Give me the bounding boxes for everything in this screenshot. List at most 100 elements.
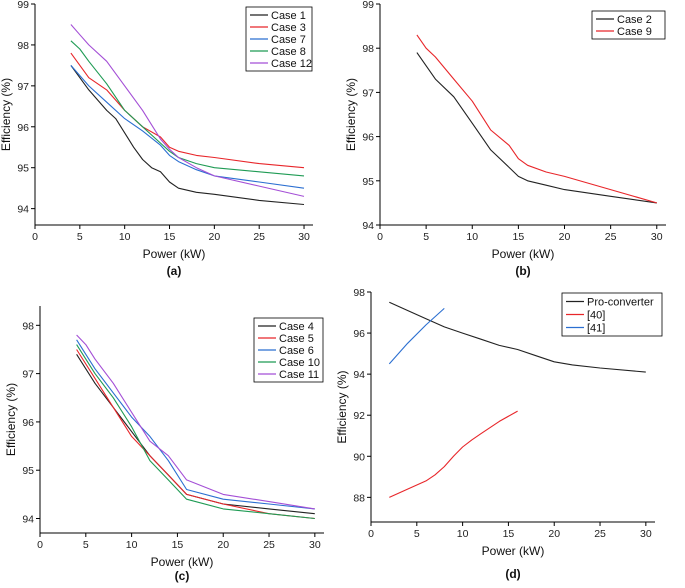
legend-entry: Case 5 [279,333,314,345]
x-tick-label: 10 [119,231,131,243]
series-line-case-2 [416,52,657,204]
legend-entry: Case 1 [271,10,306,22]
y-tick-label: 95 [362,176,374,188]
y-tick-label: 99 [362,0,374,11]
legend: Pro-converter[40][41] [561,292,663,337]
x-tick-label: 30 [651,231,663,243]
y-tick-label: 98 [22,320,34,332]
y-tick-label: 97 [17,81,29,93]
y-tick-label: 96 [17,122,29,134]
panel-label: (a) [167,264,182,278]
x-axis-label: Power (kW) [492,247,555,261]
x-tick-label: 5 [77,231,83,243]
legend-entry: Case 6 [279,345,314,357]
legend-entry: Case 2 [617,14,652,26]
x-tick-label: 25 [263,539,275,551]
legend-entry: [41] [587,323,605,335]
x-axis-label: Power (kW) [143,247,206,261]
x-tick-label: 20 [559,231,571,243]
panel-label: (b) [515,264,530,278]
series-line-case-1 [70,65,305,206]
y-tick-label: 94 [362,220,374,232]
x-tick-label: 15 [513,231,525,243]
x-axis-label: Power (kW) [151,555,214,569]
x-tick-label: 25 [253,231,265,243]
x-tick-label: 30 [309,539,321,551]
legend-entry: Case 11 [279,369,319,381]
y-tick-label: 92 [353,410,365,422]
x-tick-label: 10 [466,231,478,243]
x-tick-label: 20 [217,539,229,551]
chart-panel-2: 0 5 10 15 20 25 30 94 95 96 97 98 99 Power (kW) Effici… [344,0,666,278]
x-tick-label: 15 [164,231,176,243]
legend-entry: Case 7 [271,34,306,46]
y-tick-label: 94 [17,204,29,216]
chart-panel-4: 0 5 10 15 20 25 30 88 90 92 94 96 98 Power (kW) Effici… [335,287,663,581]
legend-entry: Case 10 [279,357,320,369]
legend-entry: [40] [587,310,605,322]
x-tick-label: 5 [423,231,429,243]
panel-label: (c) [175,569,190,583]
x-tick-label: 10 [457,528,469,540]
y-axis-label: Efficiency (%) [344,78,358,151]
y-tick-label: 97 [22,369,34,381]
x-tick-label: 5 [414,528,420,540]
series-line-case-11 [76,334,315,510]
legend-entry: Pro-converter [587,297,654,309]
y-axis-label: Efficiency (%) [335,370,349,443]
x-tick-label: 15 [172,539,184,551]
series-line-case-9 [416,34,657,204]
y-tick-label: 98 [17,40,29,52]
series-line-case-7 [70,65,305,189]
legend-entry: Case 4 [279,321,314,333]
chart-panel-1: 0 5 10 15 20 25 30 94 95 96 97 98 99 Power (kW) Effici… [0,0,313,278]
y-tick-label: 96 [22,417,34,429]
legend-entry: Case 9 [617,26,652,38]
series-line-case-5 [76,349,315,520]
x-tick-label: 0 [368,528,374,540]
x-tick-label: 15 [503,528,515,540]
series-line-case-8 [70,40,305,177]
y-tick-label: 94 [22,514,34,526]
legend-entry: Case 12 [271,58,312,70]
x-tick-label: 0 [37,539,43,551]
x-tick-label: 25 [594,528,606,540]
y-axis-label: Efficiency (%) [4,383,18,456]
y-axis-label: Efficiency (%) [0,78,13,151]
y-tick-label: 96 [362,132,374,144]
x-tick-label: 5 [83,539,89,551]
series-line-case-3 [70,52,305,169]
x-axis-label: Power (kW) [482,544,545,558]
y-tick-label: 97 [362,87,374,99]
panel-label: (d) [505,567,520,581]
x-tick-label: 20 [548,528,560,540]
x-tick-label: 0 [32,231,38,243]
y-tick-label: 88 [353,492,365,504]
y-tick-label: 95 [17,163,29,175]
x-tick-label: 0 [377,231,383,243]
x-tick-label: 20 [209,231,221,243]
y-tick-label: 94 [353,369,365,381]
chart-panel-3: 0 5 10 15 20 25 30 94 95 96 97 98 Power (kW) Efficien… [4,306,324,583]
legend-box [591,10,666,40]
x-tick-label: 10 [126,539,138,551]
y-tick-label: 90 [353,451,365,463]
legend-entry: Case 8 [271,46,306,58]
y-tick-label: 98 [353,287,365,299]
series-line-41 [388,307,445,365]
x-tick-label: 25 [605,231,617,243]
legend-entry: Case 3 [271,22,306,34]
series-line-case-10 [76,344,315,520]
series-line-40 [389,410,518,498]
series-line-case-12 [70,24,305,197]
x-tick-label: 30 [298,231,310,243]
y-tick-label: 98 [362,43,374,55]
x-tick-label: 30 [640,528,652,540]
series-line-pro-converter [389,301,646,373]
y-tick-label: 96 [353,328,365,340]
y-tick-label: 99 [17,0,29,11]
